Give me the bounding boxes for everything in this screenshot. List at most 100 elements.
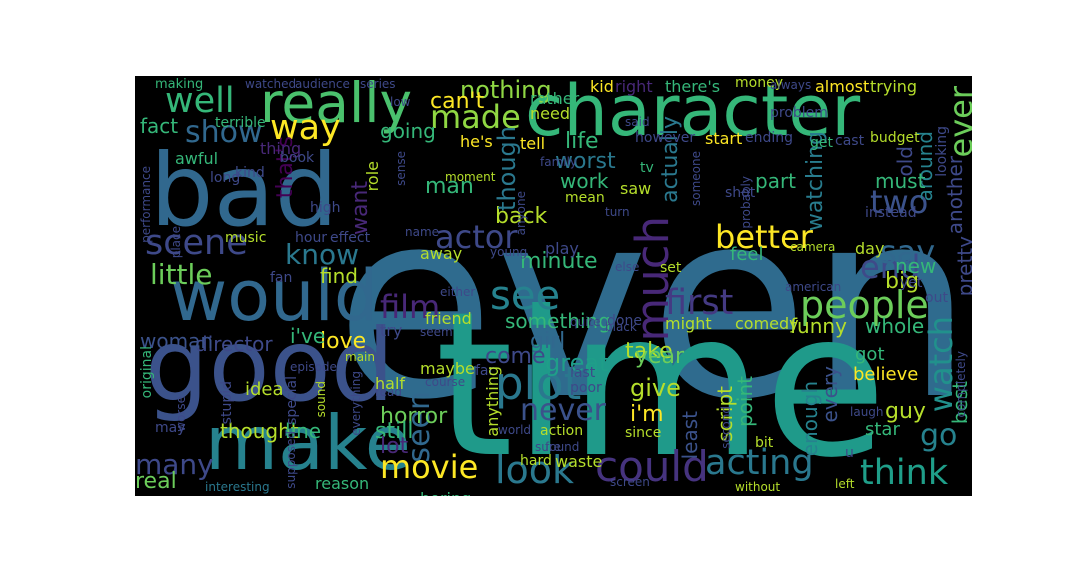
word-maybe: maybe (420, 359, 475, 378)
word-either: either (440, 285, 476, 299)
word-try: try (380, 321, 403, 340)
word-play: play (545, 239, 579, 258)
word-nothing: nothing (460, 76, 552, 104)
word-role: role (363, 161, 382, 192)
word-u: u (845, 445, 854, 461)
word-take: take (625, 339, 673, 364)
word-book: book (280, 150, 315, 166)
word-would: would (170, 255, 379, 337)
word-comedy: comedy (735, 314, 799, 333)
word-go: go (920, 418, 958, 453)
word-movie: movie (380, 448, 479, 486)
word-find: find (320, 264, 358, 288)
word-out: out (925, 290, 948, 306)
word-seem: seem (420, 325, 453, 339)
word-kind: kind (235, 165, 265, 181)
word-boring: boring (420, 491, 471, 497)
word-thing: thing (260, 139, 302, 158)
word-made: made (430, 98, 521, 136)
word-effect: effect (330, 230, 371, 246)
word-series: series (360, 77, 396, 91)
word-got: got (855, 344, 885, 365)
word-show: show (185, 115, 263, 150)
word-almost: almost (815, 77, 870, 96)
word-start: start (705, 129, 743, 148)
word-idea: idea (245, 379, 284, 400)
word-waste: waste (555, 452, 603, 471)
word-little: little (150, 258, 213, 291)
word-always: always (770, 78, 812, 92)
word-say: say (880, 233, 936, 271)
word-really: really (260, 76, 413, 135)
word-still: still (375, 419, 414, 444)
word-star: star (865, 419, 900, 440)
word-since: since (625, 425, 662, 441)
word-ending: ending (745, 130, 794, 146)
word-first: first (665, 283, 734, 323)
word-someone: someone (689, 151, 703, 206)
word-funny: funny (790, 314, 847, 338)
word-see: see (490, 273, 561, 319)
word-far: far (475, 363, 495, 379)
word-worst: worst (555, 149, 616, 174)
word-enough: enough (798, 381, 822, 457)
word-day: day (855, 239, 885, 258)
word-fan: fan (270, 270, 293, 286)
word-else: else (615, 260, 640, 274)
word-completely: completely (954, 351, 968, 418)
word-fact: fact (140, 114, 179, 138)
word-everything: everything (349, 371, 363, 436)
word-special: special (284, 376, 300, 425)
word-kid: kid (590, 77, 614, 96)
word-place: place (169, 226, 183, 259)
word-course: course (425, 375, 466, 389)
word-believe: believe (853, 364, 919, 385)
word-well: well (165, 81, 235, 121)
word-saw: saw (620, 179, 652, 198)
word-interesting: interesting (205, 480, 270, 494)
word-big: big (885, 269, 920, 294)
word-director: director (195, 332, 273, 356)
word-bit: bit (755, 435, 774, 451)
word-reason: reason (315, 474, 370, 493)
word-cast: cast (835, 133, 865, 149)
word-get: get (810, 135, 833, 151)
word-long: long (210, 170, 241, 186)
word-i-m: i'm (630, 402, 664, 427)
word-good: good (145, 307, 395, 424)
word-supposed: supposed (284, 431, 298, 489)
word-half: half (375, 374, 406, 393)
word-time: time (435, 269, 887, 496)
word-he-s: he's (460, 132, 493, 151)
word-love: love (320, 329, 367, 354)
word-left: left (835, 477, 855, 491)
word-performance: performance (139, 166, 153, 243)
word-make: make (205, 399, 411, 487)
word-must: must (875, 169, 926, 193)
word-something: something (505, 309, 611, 333)
word-even: even (335, 155, 972, 457)
word-there-s: there's (665, 77, 721, 96)
word-can-t: can't (430, 89, 485, 114)
word-point: point (733, 376, 757, 428)
word-end: end (860, 248, 921, 286)
word-back: back (495, 204, 548, 229)
word-laugh: laugh (850, 405, 884, 419)
word-part: part (755, 169, 797, 193)
word-may: may (155, 420, 186, 436)
word-instead: instead (865, 205, 917, 221)
word-feel: feel (730, 244, 764, 265)
word-audience: audience (295, 77, 350, 91)
word-awful: awful (175, 149, 219, 168)
word-budget: budget (870, 130, 920, 146)
word-poor: poor (570, 380, 602, 396)
word-thought: thought (220, 419, 299, 443)
word-every: every (818, 366, 842, 423)
word-new: new (895, 254, 937, 278)
word-girl: girl (530, 329, 566, 354)
word-think: think (860, 453, 949, 493)
word-people: people (800, 283, 929, 327)
word-year: year (635, 344, 685, 369)
word-man: man (425, 174, 474, 199)
word-last: last (570, 365, 596, 381)
